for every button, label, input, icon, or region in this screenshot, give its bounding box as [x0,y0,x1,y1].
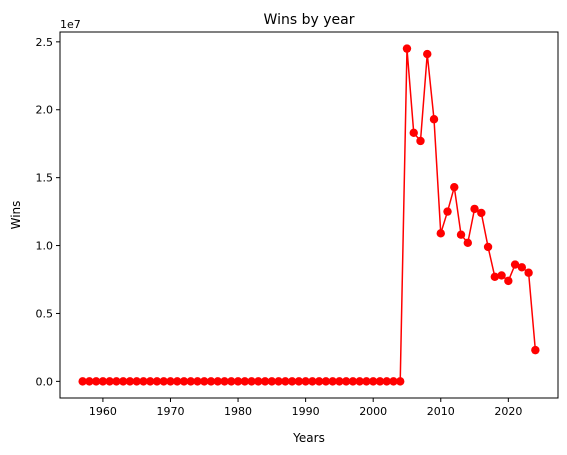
data-point [362,377,371,386]
data-point [85,377,94,386]
y-tick-label: 1.0 [36,240,54,253]
data-point [308,377,317,386]
data-point [139,377,148,386]
data-point [348,377,358,386]
x-axis: 1960 1970 1980 1990 2000 2010 2020 [89,398,522,418]
data-point [510,260,520,269]
data-point [274,377,283,386]
data-point [355,377,364,386]
data-point [456,230,466,239]
data-point [240,377,250,386]
x-axis-label: Years [292,431,325,445]
data-point [132,377,141,386]
data-point [321,377,331,386]
data-point [463,238,472,248]
data-point [450,182,459,192]
data-point [409,128,418,138]
data-point [112,377,121,386]
data-point [247,377,256,386]
data-point [118,377,128,386]
data-point [341,377,351,386]
data-point [105,377,114,386]
data-point [233,377,243,386]
data-point [91,377,101,386]
data-point [396,377,405,386]
data-point [328,377,337,386]
data-point [443,207,452,216]
data-point [267,377,277,386]
data-point [477,208,486,218]
data-point [146,377,155,386]
data-point [524,268,533,277]
data-point [314,377,324,386]
data-point [125,377,135,386]
data-point [497,271,506,280]
x-tick-label: 1990 [292,405,320,418]
data-point [436,229,445,238]
x-tick-label: 1970 [156,405,184,418]
data-point [287,377,297,386]
data-point [254,377,263,386]
data-point [98,377,108,386]
x-tick-label: 2020 [494,405,522,418]
data-point [470,204,479,214]
data-point [152,377,162,386]
data-point [416,136,425,146]
data-point [382,377,391,386]
x-tick-label: 1960 [89,405,117,418]
data-point [402,44,412,53]
data-point [159,377,168,386]
data-point [490,272,500,281]
series-line [82,48,537,383]
y-tick-label: 0.0 [36,375,54,388]
data-point [200,377,209,386]
y-tick-label: 2.0 [36,104,54,117]
data-point [531,345,540,355]
data-point [429,115,439,124]
data-point [517,263,527,272]
x-tick-label: 2000 [359,405,387,418]
y-axis-label: Wins [9,201,23,230]
data-point [368,377,378,386]
data-point [227,377,236,386]
data-point [186,377,195,386]
plot-area [78,44,540,386]
data-point [260,377,270,386]
y-tick-label: 1.5 [36,172,54,185]
data-point [193,377,202,386]
data-point [78,377,87,386]
y-tick-label: 0.5 [36,307,54,320]
chart-title: Wins by year [264,12,355,28]
data-point [281,377,290,386]
plot-frame [59,31,559,399]
data-point [375,377,385,386]
data-point [213,377,222,386]
data-point [173,377,182,386]
data-point [294,377,304,386]
data-point [504,276,513,286]
data-point [301,377,310,386]
data-point [335,377,344,386]
data-point [220,377,229,386]
x-tick-label: 1980 [224,405,252,418]
x-tick-label: 2010 [427,405,455,418]
y-tick-label: 2.5 [36,36,54,49]
data-point [179,377,189,386]
data-point [166,377,175,386]
y-axis: 0.0 0.5 1.0 1.5 2.0 2.5 [36,36,60,388]
data-point [389,377,398,386]
data-point [483,242,493,252]
y-offset-label: 1e7 [60,18,81,31]
data-point [206,377,216,386]
data-point [423,49,432,59]
